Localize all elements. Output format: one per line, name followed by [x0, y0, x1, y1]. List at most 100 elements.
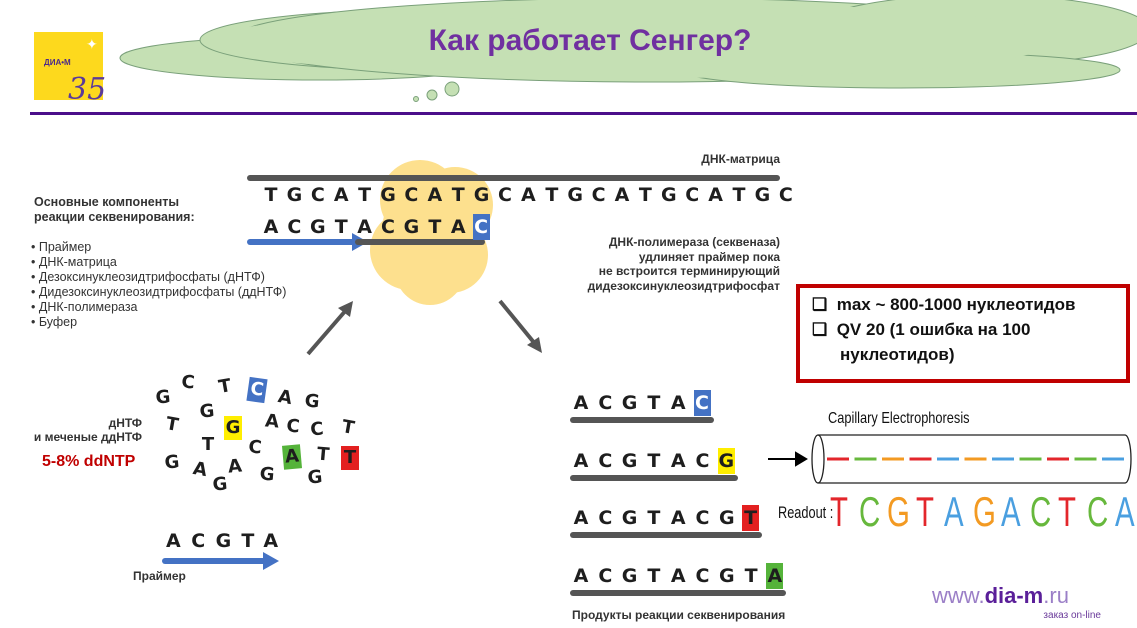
- nucleotide: G: [303, 390, 321, 413]
- readout-base: T: [830, 488, 848, 535]
- list-item: • Дидезоксинуклеозидтрифосфаты (ддНТФ): [31, 285, 287, 299]
- nucleotide: T: [647, 565, 661, 587]
- logo: ДИА•М: [44, 58, 71, 67]
- list-item: • ДНК-полимераза: [31, 300, 138, 314]
- nucleotide: T: [428, 216, 442, 238]
- nucleotide: T: [545, 184, 559, 206]
- nucleotide: G: [754, 184, 771, 206]
- nucleotide: T: [316, 443, 331, 466]
- nucleotide: A: [766, 563, 784, 589]
- nucleotide: T: [201, 434, 215, 455]
- nucleotide: A: [573, 507, 589, 529]
- components-list: • Праймер • ДНК-матрица • Дезоксинуклеоз…: [31, 240, 286, 330]
- info-box: ❑ max ~ 800-1000 нуклеотидов ❑ QV 20 (1 …: [796, 284, 1130, 383]
- footer-order: заказ on-line: [1043, 610, 1101, 621]
- list-item: • Дезоксинуклеозидтрифосфаты (дНТФ): [31, 270, 265, 284]
- checkbox-icon: ❑: [812, 295, 828, 314]
- nucleotide: A: [264, 410, 280, 433]
- list-item: • ДНК-матрица: [31, 255, 117, 269]
- nucleotide: C: [381, 216, 395, 238]
- nucleotide: G: [211, 473, 229, 496]
- page-title: Как работает Сенгер?: [428, 24, 752, 57]
- nucleotide: G: [660, 184, 677, 206]
- primer-label: Праймер: [133, 569, 186, 583]
- nucleotide: G: [403, 216, 420, 238]
- nucleotide: G: [258, 463, 276, 486]
- capillary-arrow: [768, 451, 808, 467]
- nucleotide: G: [621, 450, 638, 472]
- list-item: • Праймер: [31, 240, 92, 254]
- nucleotide: T: [341, 446, 359, 470]
- products-label: Продукты реакции секвенирования: [572, 608, 786, 622]
- primer-arrows: [162, 233, 368, 570]
- nucleotide: C: [404, 184, 419, 206]
- logo-35: 35: [68, 72, 107, 107]
- nucleotide: G: [198, 400, 216, 423]
- nucleotide: C: [498, 184, 512, 206]
- nucleotide: C: [598, 507, 613, 529]
- nucleotide: A: [670, 450, 686, 472]
- electrophoresis-title: Capillary Electrophoresis: [828, 410, 970, 427]
- nucleotide: A: [521, 184, 536, 206]
- product-strand: [570, 417, 714, 423]
- nucleotide: A: [357, 216, 372, 238]
- nucleotide: A: [281, 444, 303, 470]
- product-strand: [570, 590, 787, 596]
- nucleotide: T: [647, 507, 661, 529]
- capillary-tube: [811, 434, 1132, 484]
- nucleotide: C: [598, 450, 613, 472]
- nucleotide: G: [567, 184, 583, 206]
- nucleotide: T: [732, 184, 746, 206]
- nucleotide: T: [264, 184, 278, 206]
- nucleotide: T: [451, 184, 465, 206]
- template-strand: [247, 175, 780, 181]
- nucleotide: C: [695, 565, 710, 587]
- nucleotide: A: [263, 216, 279, 238]
- readout-base: A: [1001, 488, 1021, 535]
- nucleotide: T: [647, 450, 661, 472]
- footer-url[interactable]: www.dia-m.ru: [932, 583, 1069, 608]
- readout-base: C: [1086, 488, 1108, 535]
- readout-base: C: [1029, 488, 1051, 535]
- nucleotide: C: [778, 184, 793, 206]
- logo-square: [34, 32, 103, 100]
- nucleotide: C: [180, 371, 196, 394]
- nucleotide: G: [621, 507, 638, 529]
- checkbox-icon: ❑: [812, 320, 828, 339]
- nucleotide: T: [217, 375, 233, 398]
- nucleotide: G: [306, 466, 324, 489]
- nucleotide: C: [598, 392, 613, 414]
- nucleotide: A: [573, 450, 589, 472]
- nucleotide: G: [309, 216, 326, 238]
- nucleotide: C: [598, 565, 613, 587]
- nucleotide: A: [614, 184, 630, 206]
- nucleotide: C: [695, 507, 710, 529]
- nucleotide: C: [472, 214, 490, 240]
- nucleotide: A: [670, 392, 686, 414]
- nucleotide: C: [287, 216, 302, 238]
- nucleotide: G: [163, 451, 181, 474]
- nucleotide: T: [334, 216, 348, 238]
- product-strand: [570, 532, 763, 538]
- nucleotide: G: [718, 507, 735, 529]
- reaction-arrows: [306, 299, 542, 356]
- nucleotide: C: [310, 184, 325, 206]
- components-heading: Основные компоненты реакции секвенировани…: [34, 195, 195, 224]
- ddntp-share: 5-8% ddNTP: [42, 453, 136, 470]
- nucleotide: T: [742, 505, 760, 531]
- nucleotide: G: [286, 184, 303, 206]
- readout-base: A: [1115, 488, 1135, 535]
- readout-base: T: [1058, 488, 1076, 535]
- nucleotide: A: [573, 565, 589, 587]
- nucleotide: G: [380, 184, 396, 206]
- nucleotide: A: [708, 184, 723, 206]
- template-label: ДНК-матрица: [701, 152, 780, 166]
- nucleotide: G: [473, 184, 490, 206]
- nucleotide: T: [358, 184, 372, 206]
- product-strand: [570, 475, 738, 481]
- sparkle-icon: ✦: [86, 36, 98, 52]
- nucleotide: G: [621, 392, 638, 414]
- nucleotide: G: [224, 416, 242, 440]
- nucleotide: G: [718, 565, 735, 587]
- nucleotide: C: [591, 184, 606, 206]
